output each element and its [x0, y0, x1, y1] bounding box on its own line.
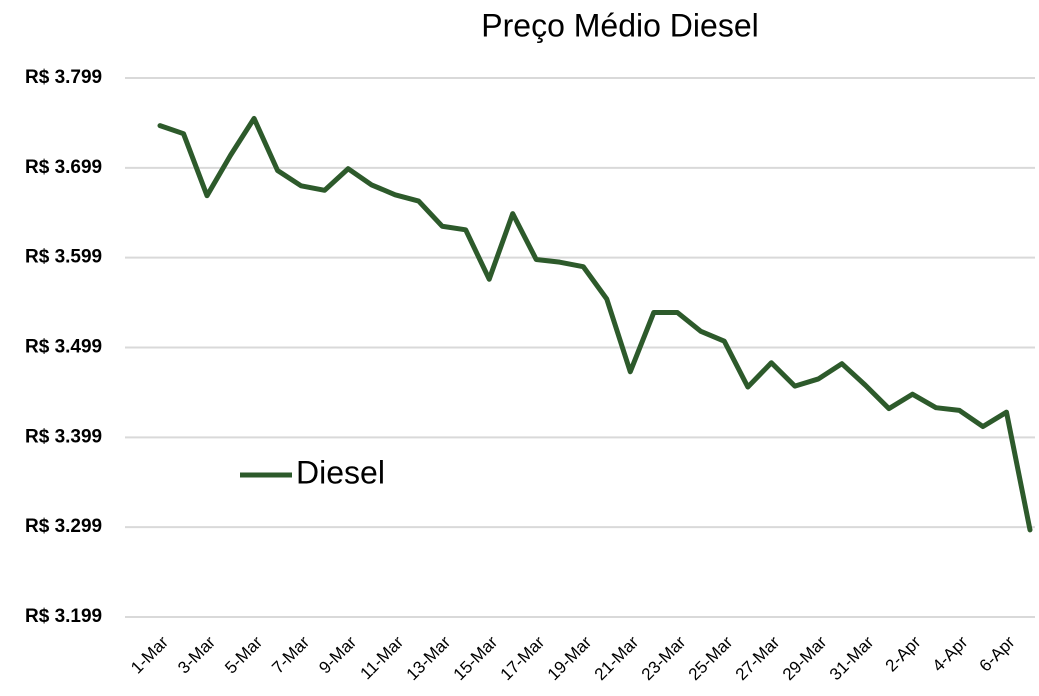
- y-tick-label: R$ 3.499: [25, 337, 102, 358]
- y-tick-label: R$ 3.699: [25, 157, 102, 178]
- chart-title: Preço Médio Diesel: [481, 7, 758, 43]
- x-tick-label: 2-Apr: [882, 632, 925, 675]
- x-tick-label: 25-Mar: [685, 632, 737, 684]
- x-tick-label: 17-Mar: [497, 632, 549, 684]
- x-tick-label: 13-Mar: [403, 632, 455, 684]
- line: [157, 115, 1033, 533]
- x-tick-label: 3-Mar: [174, 632, 219, 677]
- x-tick-label: 15-Mar: [450, 632, 502, 684]
- y-tick-label: R$ 3.199: [25, 606, 102, 627]
- legend-item: Diesel: [240, 454, 385, 490]
- x-tick-label: 27-Mar: [732, 632, 784, 684]
- x-tick-label: 6-Apr: [976, 632, 1019, 675]
- legend-label: Diesel: [296, 454, 385, 490]
- y-tick-label: R$ 3.299: [25, 516, 102, 537]
- x-tick-label: 4-Apr: [929, 632, 972, 675]
- x-tick-label: 31-Mar: [826, 632, 878, 684]
- y-tick-label: R$ 3.399: [25, 426, 102, 447]
- x-tick-label: 9-Mar: [315, 632, 360, 677]
- x-tick-label: 11-Mar: [357, 632, 408, 683]
- x-tick-label: 23-Mar: [638, 632, 690, 684]
- x-tick-label: 21-Mar: [591, 632, 643, 684]
- y-tick-label: R$ 3.599: [25, 247, 102, 268]
- x-tick-label: 29-Mar: [779, 632, 831, 684]
- x-tick-label: 19-Mar: [544, 632, 596, 684]
- x-tick-label: 5-Mar: [221, 632, 266, 677]
- x-tick-label: 1-Mar: [127, 632, 172, 677]
- x-tick-label: 7-Mar: [268, 632, 313, 677]
- y-tick-label: R$ 3.799: [25, 67, 102, 88]
